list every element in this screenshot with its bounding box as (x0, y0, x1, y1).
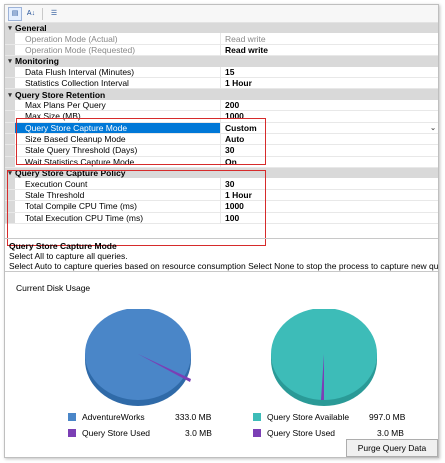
property-name: Query Store Capture Mode (15, 122, 221, 133)
purge-query-data-button[interactable]: Purge Query Data (346, 439, 438, 457)
property-name: Operation Mode (Requested) (15, 44, 221, 56)
property-value[interactable]: 1 Hour (225, 78, 252, 89)
legend-label: Query Store Used (82, 428, 151, 438)
property-name: Operation Mode (Actual) (15, 33, 221, 44)
property-row-cleanup-mode[interactable]: Size Based Cleanup Mode Auto (5, 133, 438, 146)
property-name: Total Execution CPU Time (ms) (15, 212, 221, 224)
legend-swatch (253, 413, 261, 421)
legend-swatch (68, 429, 76, 437)
alphabetical-sort-icon[interactable]: A↓ (26, 10, 36, 17)
property-row-wait-statistics[interactable]: Wait Statistics Capture Mode On (5, 156, 438, 169)
property-grid: ▾ General Operation Mode (Actual) Read w… (5, 23, 438, 246)
description-title: Query Store Capture Mode (9, 241, 117, 251)
property-row-data-flush-interval[interactable]: Data Flush Interval (Minutes) 15 (5, 66, 438, 78)
legend-value: 333.0 MB (175, 412, 212, 422)
category-label: General (15, 23, 47, 34)
property-value[interactable]: 200 (225, 99, 240, 110)
legend-value: 997.0 MB (369, 412, 406, 422)
description-line: Select Auto to capture queries based on … (9, 261, 439, 271)
property-value[interactable]: 1000 (225, 201, 244, 212)
query-store-usage-pie-chart (271, 309, 377, 406)
property-pages-icon[interactable]: ☰ (50, 10, 58, 17)
chevron-down-icon[interactable]: ⌄ (430, 124, 436, 132)
legend-value: 3.0 MB (185, 428, 212, 438)
collapse-icon[interactable]: ▾ (8, 25, 12, 33)
legend-item-query-store-used: Query Store Used (68, 428, 150, 438)
property-name: Wait Statistics Capture Mode (15, 156, 221, 168)
property-row-operation-mode-actual[interactable]: Operation Mode (Actual) Read write (5, 33, 438, 45)
property-name: Max Size (MB) (15, 111, 221, 122)
capture-mode-dropdown[interactable]: Custom ⌄ (221, 123, 438, 133)
property-name: Size Based Cleanup Mode (15, 133, 221, 145)
category-label: Query Store Capture Policy (15, 168, 126, 179)
highlight-box-capture-policy (7, 170, 266, 246)
property-value[interactable]: Read write (225, 44, 268, 55)
property-row-stale-query-threshold[interactable]: Stale Query Threshold (Days) 30 (5, 145, 438, 157)
property-name: Data Flush Interval (Minutes) (15, 66, 221, 77)
query-store-used-slice (138, 354, 191, 382)
dropdown-value: Custom (225, 122, 257, 133)
query-store-properties-window: ▤ A↓ ☰ ▾ General Operation Mode (Actual)… (4, 4, 439, 458)
collapse-icon[interactable]: ▾ (8, 91, 12, 99)
property-value[interactable]: 100 (225, 212, 240, 223)
legend-value: 3.0 MB (377, 428, 404, 438)
database-usage-pie-chart (85, 309, 191, 406)
legend-swatch (253, 429, 261, 437)
property-value: Read write (225, 33, 266, 44)
adventureworks-slice (85, 309, 191, 400)
property-value[interactable]: Auto (225, 134, 245, 145)
legend-label: AdventureWorks (82, 412, 145, 422)
highlight-box-capture-mode (16, 118, 266, 165)
disk-usage-section: Current Disk Usage AdventureWorks 333.0 … (5, 275, 438, 457)
category-general[interactable]: ▾ General (5, 23, 438, 34)
property-row-capture-mode[interactable]: Query Store Capture Mode Custom ⌄ (5, 122, 438, 134)
property-grid-toolbar: ▤ A↓ ☰ (5, 5, 438, 23)
disk-usage-title: Current Disk Usage (16, 283, 91, 293)
property-name: Max Plans Per Query (15, 99, 221, 111)
property-name: Stale Threshold (15, 189, 221, 201)
property-description-panel: Query Store Capture Mode Select All to c… (5, 238, 438, 272)
property-value[interactable]: 15 (225, 66, 235, 77)
category-query-store-retention[interactable]: ▾ Query Store Retention (5, 89, 438, 100)
query-store-used-slice (321, 354, 324, 400)
property-name: Statistics Collection Interval (15, 77, 221, 89)
property-name: Execution Count (15, 178, 221, 189)
legend-item-adventureworks: AdventureWorks (68, 412, 145, 422)
property-value[interactable]: 1000 (225, 111, 244, 122)
property-value[interactable]: 30 (225, 145, 235, 156)
property-row-max-plans[interactable]: Max Plans Per Query 200 (5, 99, 438, 112)
property-name: Total Compile CPU Time (ms) (15, 201, 221, 212)
property-value[interactable]: 30 (225, 178, 235, 189)
toolbar-separator (42, 7, 43, 20)
legend-label: Query Store Available (267, 412, 350, 422)
property-row-compile-cpu-time[interactable]: Total Compile CPU Time (ms) 1000 (5, 201, 438, 213)
legend-label: Query Store Used (267, 428, 336, 438)
legend-item-query-store-used: Query Store Used (253, 428, 335, 438)
property-name: Stale Query Threshold (Days) (15, 145, 221, 156)
property-row-max-size[interactable]: Max Size (MB) 1000 (5, 111, 438, 123)
property-row-statistics-interval[interactable]: Statistics Collection Interval 1 Hour (5, 77, 438, 90)
category-capture-policy[interactable]: ▾ Query Store Capture Policy (5, 168, 438, 179)
categorized-sort-icon[interactable]: ▤ (8, 6, 22, 21)
category-label: Monitoring (15, 56, 59, 67)
category-monitoring[interactable]: ▾ Monitoring (5, 56, 438, 67)
description-line: Select All to capture all queries. (9, 251, 128, 261)
property-row-execution-cpu-time[interactable]: Total Execution CPU Time (ms) 100 (5, 212, 438, 225)
legend-swatch (68, 413, 76, 421)
property-value[interactable]: On (225, 156, 237, 167)
property-value[interactable]: 1 Hour (225, 190, 252, 201)
collapse-icon[interactable]: ▾ (8, 170, 12, 178)
property-row-execution-count[interactable]: Execution Count 30 (5, 178, 438, 190)
legend-item-query-store-available: Query Store Available (253, 412, 349, 422)
category-label: Query Store Retention (15, 89, 106, 100)
collapse-icon[interactable]: ▾ (8, 58, 12, 66)
property-row-stale-threshold[interactable]: Stale Threshold 1 Hour (5, 189, 438, 202)
property-row-operation-mode-requested[interactable]: Operation Mode (Requested) Read write (5, 44, 438, 57)
